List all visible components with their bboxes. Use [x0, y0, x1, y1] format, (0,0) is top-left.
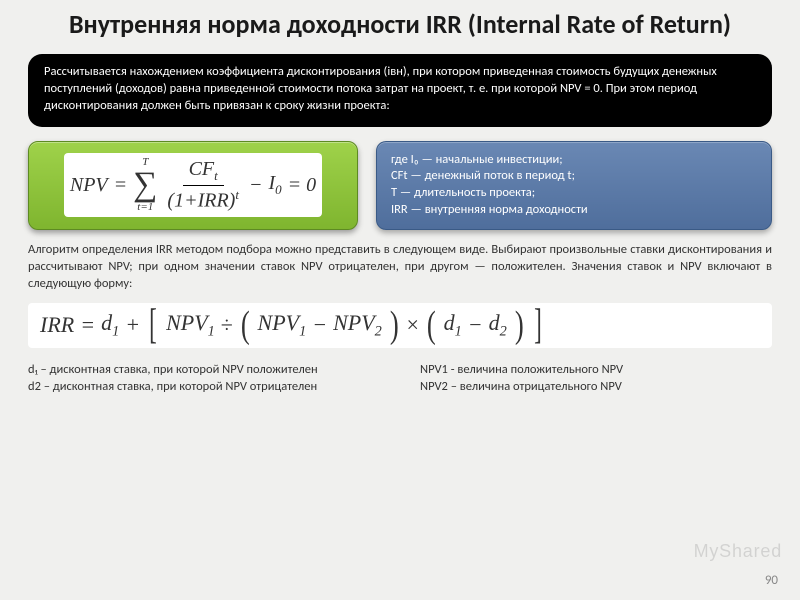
formula-row: NPV = T ∑ t=1 CFt (1+IRR)t − I0 = 0 г: [28, 141, 772, 231]
fraction: CFt (1+IRR)t: [163, 159, 243, 211]
sigma-bottom: t=1: [137, 202, 153, 213]
npv2-base: NPV: [333, 310, 375, 335]
d2: d2: [489, 310, 507, 340]
bottom-left: d₁ – дисконтная ставка, при которой NPV …: [28, 362, 380, 396]
d1b-sub: 1: [455, 324, 462, 340]
bottom-notes: d₁ – дисконтная ставка, при которой NPV …: [28, 362, 772, 396]
d1: d1: [101, 310, 119, 340]
den-base: (1+IRR): [167, 189, 235, 211]
cf-sub: t: [214, 168, 218, 183]
npv1-sub: 1: [208, 324, 215, 340]
paren-open: (: [241, 310, 250, 340]
d2-base: d: [489, 310, 500, 335]
definition-box: Рассчитывается нахождением коэффициента …: [28, 54, 772, 127]
npv-lhs: NPV: [70, 174, 108, 197]
npv1b-sub: 1: [299, 324, 306, 340]
irr-formula: IRR = d1 + [ NPV1 ÷ ( NPV1 − NPV2 ) × ( …: [40, 309, 545, 343]
npv1: NPV1: [166, 310, 215, 340]
d1-sub: 1: [112, 324, 119, 340]
d1b-base: d: [444, 310, 455, 335]
npv1b: NPV1: [258, 310, 307, 340]
bottom-right: NPV1 - величина положительного NPV NPV2 …: [420, 362, 772, 396]
cf: CF: [189, 158, 215, 180]
algorithm-text: Алгоритм определения IRR методом подбора…: [28, 242, 772, 293]
legend-line-1: где I₀ — начальные инвестиции;: [391, 152, 757, 169]
page-title: Внутренняя норма доходности IRR (Interna…: [0, 0, 800, 54]
npv2-sub: 2: [375, 324, 382, 340]
times: ×: [406, 312, 418, 338]
npv-formula-box: NPV = T ∑ t=1 CFt (1+IRR)t − I0 = 0: [28, 141, 358, 231]
npv1b-base: NPV: [258, 310, 300, 335]
i0-sub: 0: [275, 182, 282, 197]
den-exp: t: [235, 187, 239, 202]
npv-eq: =: [114, 174, 128, 197]
i0: I0: [268, 172, 281, 198]
bottom-left-2: d2 – дисконтная ставка, при которой NPV …: [28, 379, 380, 396]
irr-eq: =: [80, 312, 95, 338]
page-number: 90: [765, 573, 778, 588]
legend-line-4: IRR — внутренняя норма доходности: [391, 202, 757, 219]
npv1-base: NPV: [166, 310, 208, 335]
bracket-open: [: [149, 309, 157, 343]
div: ÷: [221, 312, 233, 338]
watermark: MyShared: [694, 541, 782, 562]
legend-box: где I₀ — начальные инвестиции; CFt — ден…: [376, 141, 772, 231]
bottom-right-1: NPV1 - величина положительного NPV: [420, 362, 772, 379]
paren-close: ): [390, 310, 399, 340]
npv-formula: NPV = T ∑ t=1 CFt (1+IRR)t − I0 = 0: [64, 153, 322, 217]
bottom-left-1: d₁ – дисконтная ставка, при которой NPV …: [28, 362, 380, 379]
fraction-den: (1+IRR)t: [163, 186, 243, 212]
legend-line-3: T — длительность проекта;: [391, 185, 757, 202]
bracket-close: ]: [535, 309, 543, 343]
plus: +: [125, 312, 140, 338]
irr-formula-box: IRR = d1 + [ NPV1 ÷ ( NPV1 − NPV2 ) × ( …: [28, 303, 772, 349]
legend-line-2: CFt — денежный поток в период t;: [391, 168, 757, 185]
minus: −: [249, 174, 263, 197]
minus2: −: [468, 312, 483, 338]
d1-base: d: [101, 310, 112, 335]
npv2: NPV2: [333, 310, 382, 340]
sigma-symbol: ∑: [133, 168, 157, 202]
eq-zero: = 0: [288, 174, 317, 197]
sigma: T ∑ t=1: [133, 157, 157, 213]
paren2-close: ): [515, 310, 524, 340]
d1b: d1: [444, 310, 462, 340]
d2-sub: 2: [500, 324, 507, 340]
bottom-right-2: NPV2 – величина отрицательного NPV: [420, 379, 772, 396]
paren2-open: (: [427, 310, 436, 340]
irr-lhs: IRR: [40, 312, 74, 338]
minus1: −: [312, 312, 327, 338]
fraction-num: CFt: [183, 159, 224, 186]
